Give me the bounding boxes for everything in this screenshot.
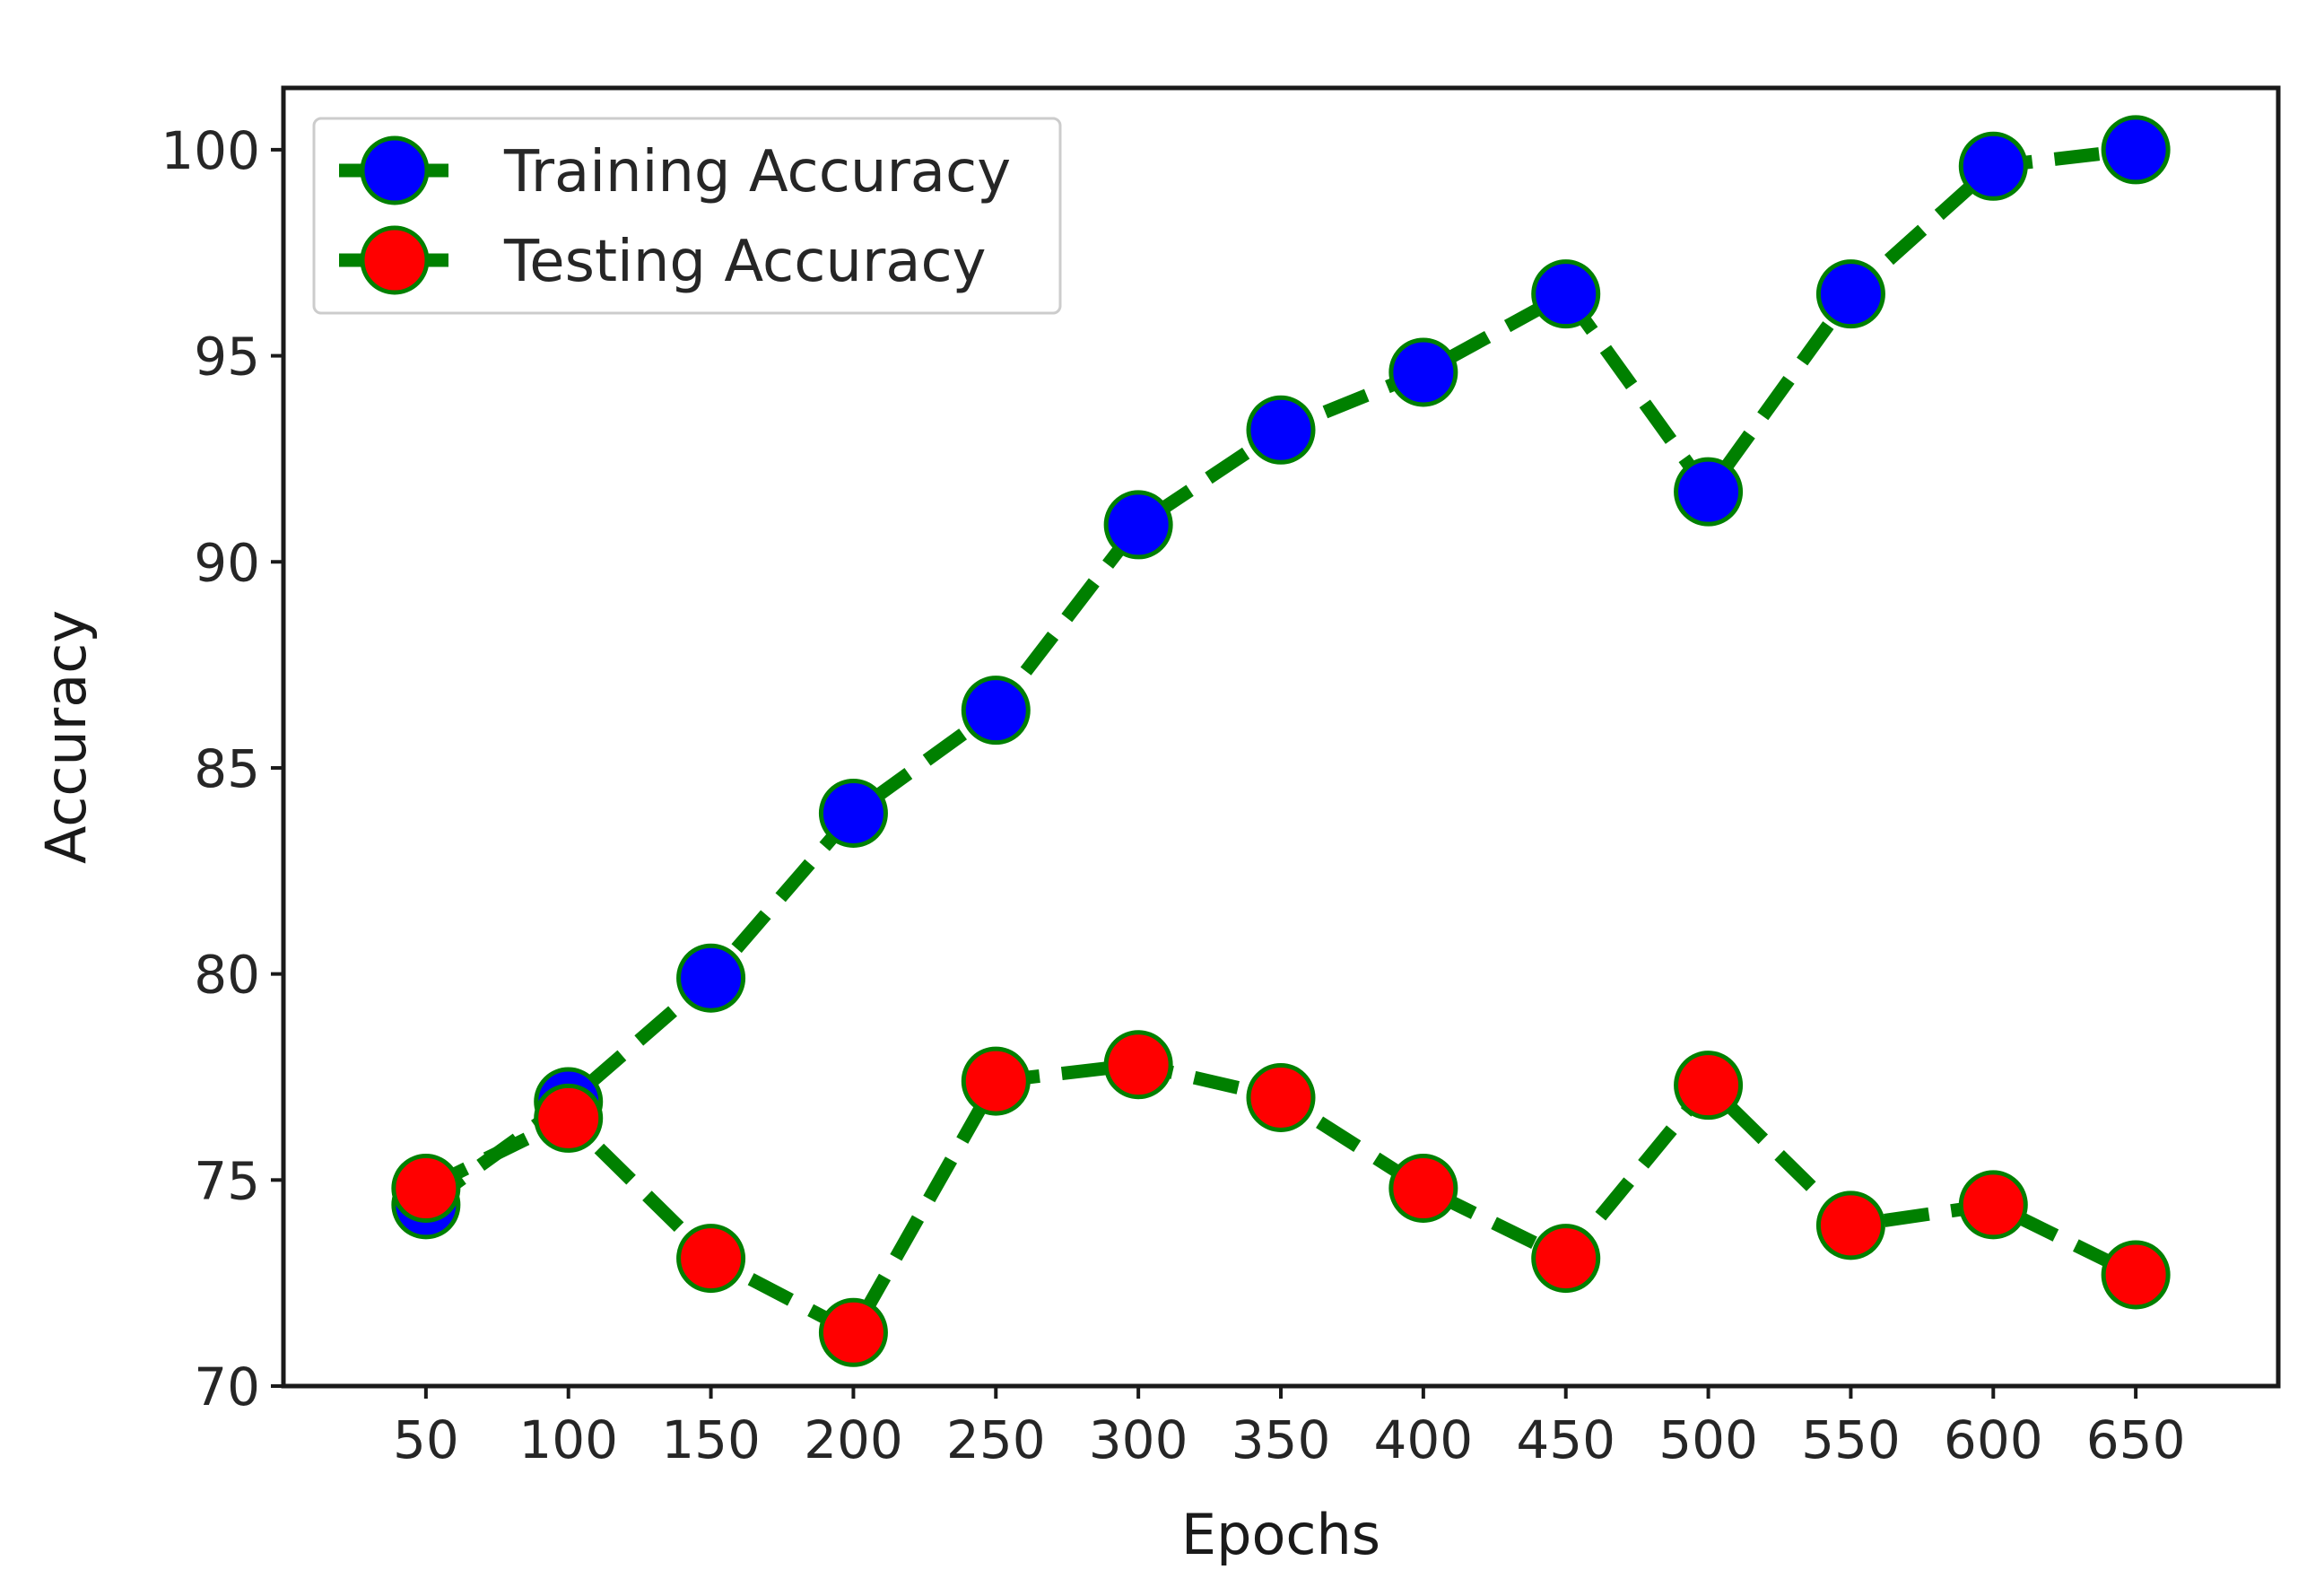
data-point: [1815, 259, 1885, 329]
data-point: [534, 1083, 604, 1153]
x-tick-label: 150: [661, 1409, 761, 1470]
data-point: [1388, 337, 1458, 407]
legend-marker: [360, 135, 430, 205]
legend-item: Testing Accuracy: [339, 225, 987, 295]
x-tick-label: 500: [1658, 1409, 1758, 1470]
data-point: [2101, 1240, 2171, 1310]
y-tick-label: 75: [194, 1150, 260, 1211]
data-point: [1531, 259, 1601, 329]
x-tick-label: 300: [1089, 1409, 1188, 1470]
x-tick-label: 600: [1944, 1409, 2043, 1470]
legend-label: Testing Accuracy: [503, 229, 987, 295]
data-point: [676, 943, 746, 1013]
x-tick-label: 350: [1232, 1409, 1331, 1470]
data-point: [818, 1297, 888, 1367]
y-tick-label: 100: [161, 120, 260, 181]
data-point: [818, 778, 888, 848]
data-point: [391, 1154, 461, 1224]
data-point: [1958, 131, 2028, 201]
data-point: [961, 1046, 1031, 1116]
data-point: [1103, 1030, 1173, 1100]
x-axis-ticks: 50 100 150 200 250 300 350 400 450 500 550 600 650: [393, 1386, 2186, 1470]
x-tick-label: 450: [1516, 1409, 1615, 1470]
y-tick-label: 95: [194, 327, 260, 388]
x-tick-label: 550: [1801, 1409, 1901, 1470]
data-point: [1246, 1062, 1316, 1132]
x-tick-label: 50: [393, 1409, 459, 1470]
y-tick-label: 85: [194, 738, 260, 799]
y-tick-label: 70: [194, 1356, 260, 1417]
x-tick-label: 400: [1373, 1409, 1473, 1470]
series-0: [391, 115, 2171, 1240]
legend-frame: [312, 117, 1062, 315]
data-point: [1674, 457, 1744, 527]
y-tick-label: 80: [194, 945, 260, 1006]
legend-label: Training Accuracy: [503, 139, 1011, 205]
data-point: [1246, 395, 1316, 465]
legend-item: Training Accuracy: [339, 135, 1011, 205]
x-tick-label: 200: [804, 1409, 903, 1470]
legend: Training Accuracy Testing Accuracy: [312, 117, 1062, 315]
y-tick-label: 90: [194, 532, 260, 593]
data-point: [1531, 1224, 1601, 1294]
data-point: [1103, 490, 1173, 560]
y-axis-ticks: 70 75 80 85 90 95 100: [161, 120, 283, 1417]
data-point: [961, 676, 1031, 746]
y-axis-label: Accuracy: [33, 610, 99, 864]
series-layer: [391, 115, 2171, 1367]
x-axis-label: Epochs: [1181, 1502, 1380, 1567]
data-point: [1674, 1051, 1744, 1121]
x-tick-label: 650: [2086, 1409, 2186, 1470]
data-point: [676, 1224, 746, 1294]
x-tick-label: 100: [518, 1409, 618, 1470]
series-1: [391, 1030, 2171, 1367]
x-tick-label: 250: [946, 1409, 1046, 1470]
data-point: [2101, 115, 2171, 185]
data-point: [1958, 1170, 2028, 1240]
data-point: [1815, 1190, 1885, 1260]
data-point: [1388, 1154, 1458, 1224]
legend-marker: [360, 225, 430, 295]
